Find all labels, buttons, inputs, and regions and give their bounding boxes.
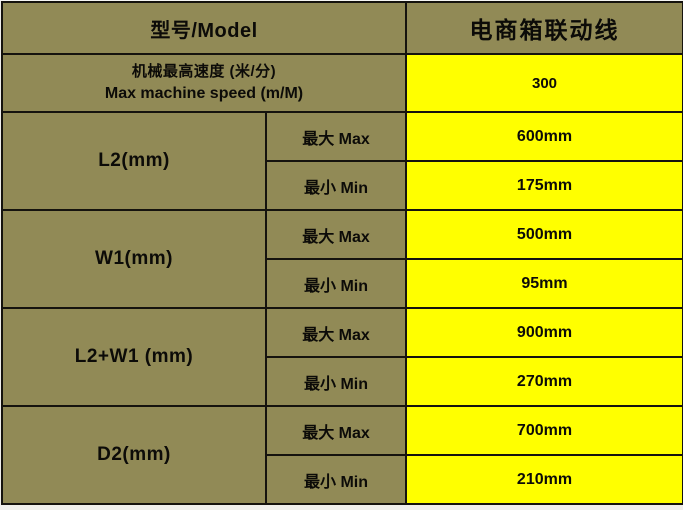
param-cell-d2: D2(mm)	[1, 405, 267, 505]
max-speed-label-cell: 机械最高速度 (米/分) Max machine speed (m/M)	[1, 53, 407, 113]
max-speed-label-zh: 机械最高速度 (米/分)	[131, 62, 277, 80]
table-row: L2+W1 (mm) 最大 Max 900mm	[1, 307, 683, 407]
param-cell-l2: L2(mm)	[1, 111, 267, 211]
table-row: 最小 Min 210mm	[2, 454, 683, 505]
table-row: 最小 Min 95mm	[2, 258, 683, 309]
table-row: 最小 Min 270mm	[2, 356, 683, 407]
max-label-cell: 最大 Max	[265, 307, 407, 358]
model-header-cell: 型号/Model	[1, 1, 407, 55]
table-row: 最小 Min 175mm	[2, 160, 683, 211]
min-value-cell: 95mm	[405, 258, 683, 309]
product-name-cell: 电商箱联动线	[405, 1, 683, 55]
max-label-cell: 最大 Max	[265, 111, 407, 162]
param-cell-w1: W1(mm)	[1, 209, 267, 309]
max-value-cell: 600mm	[405, 111, 683, 162]
max-label-cell: 最大 Max	[265, 209, 407, 260]
max-value-cell: 700mm	[405, 405, 683, 456]
table-row: L2(mm) 最大 Max 600mm	[1, 111, 683, 211]
max-speed-label-en: Max machine speed (m/M)	[104, 85, 304, 103]
table-row: 机械最高速度 (米/分) Max machine speed (m/M) 300	[1, 53, 683, 113]
max-value-cell: 500mm	[405, 209, 683, 260]
min-value-cell: 210mm	[405, 454, 683, 505]
min-value-cell: 270mm	[405, 356, 683, 407]
min-label-cell: 最小 Min	[265, 160, 407, 211]
table-row: W1(mm) 最大 Max 500mm	[1, 209, 683, 309]
min-label-cell: 最小 Min	[265, 356, 407, 407]
min-value-cell: 175mm	[405, 160, 683, 211]
max-label-cell: 最大 Max	[265, 405, 407, 456]
table-row: D2(mm) 最大 Max 700mm	[1, 405, 683, 505]
min-label-cell: 最小 Min	[265, 258, 407, 309]
min-label-cell: 最小 Min	[265, 454, 407, 505]
table-row: 型号/Model 电商箱联动线	[1, 1, 683, 55]
param-cell-l2w1: L2+W1 (mm)	[1, 307, 267, 407]
max-speed-value-cell: 300	[405, 53, 683, 113]
max-value-cell: 900mm	[405, 307, 683, 358]
